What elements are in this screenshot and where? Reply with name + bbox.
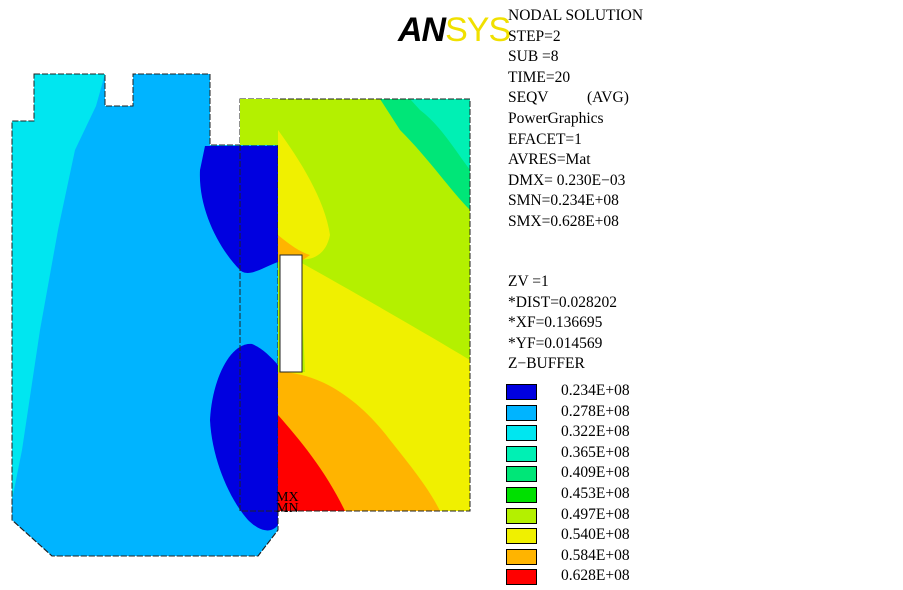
solution-info: NODAL SOLUTION STEP=2 SUB =8 TIME=20 SEQ… (508, 6, 643, 233)
legend-swatch (506, 425, 537, 442)
info-line: AVRES=Mat (508, 151, 591, 169)
legend-label: 0.497E+08 (561, 505, 630, 523)
legend-label: 0.584E+08 (561, 546, 630, 564)
view-line: *YF=0.014569 (508, 334, 603, 352)
legend-swatch (506, 466, 537, 483)
view-info: ZV =1 *DIST=0.028202 *XF=0.136695 *YF=0.… (508, 272, 617, 375)
info-line: STEP=2 (508, 27, 561, 45)
info-line: PowerGraphics (508, 109, 604, 127)
legend-label: 0.540E+08 (561, 526, 630, 544)
legend-label: 0.453E+08 (561, 484, 630, 502)
legend-swatch (506, 445, 537, 462)
logo-part-an: AN (398, 11, 446, 49)
legend-label: 0.322E+08 (561, 423, 630, 441)
info-line: NODAL SOLUTION (508, 7, 644, 24)
view-line: ZV =1 (508, 273, 549, 290)
legend-label: 0.365E+08 (561, 443, 630, 461)
info-line: DMX= 0.230E−03 (508, 171, 626, 189)
view-line: *XF=0.136695 (508, 314, 603, 332)
legend-label: 0.628E+08 (561, 567, 630, 585)
contour-plot (11, 73, 471, 557)
legend-label: 0.278E+08 (561, 402, 630, 420)
mn-marker: MN (276, 501, 299, 516)
legend-swatch (506, 569, 537, 586)
legend-swatch (506, 486, 537, 503)
legend-swatch (506, 507, 537, 524)
legend-label: 0.409E+08 (561, 464, 630, 482)
ansys-logo: ANSYS (398, 10, 511, 50)
view-line: *DIST=0.028202 (508, 293, 618, 311)
legend-swatch (506, 384, 537, 400)
info-line: SUB =8 (508, 48, 559, 66)
left-part (11, 73, 279, 557)
legend-label: 0.234E+08 (561, 382, 630, 399)
info-line: SMX=0.628E+08 (508, 212, 619, 230)
logo-part-sys: SYS (445, 11, 511, 49)
mx-marker: MX (276, 490, 299, 505)
legend-swatch (506, 404, 537, 421)
info-line: SEQV (AVG) (508, 89, 629, 107)
view-line: Z−BUFFER (508, 355, 585, 373)
info-line: EFACET=1 (508, 130, 582, 148)
legend-swatch (506, 528, 537, 545)
info-line: TIME=20 (508, 68, 571, 86)
legend-swatch (506, 548, 537, 565)
right-part (239, 98, 471, 512)
info-line: SMN=0.234E+08 (508, 192, 619, 210)
